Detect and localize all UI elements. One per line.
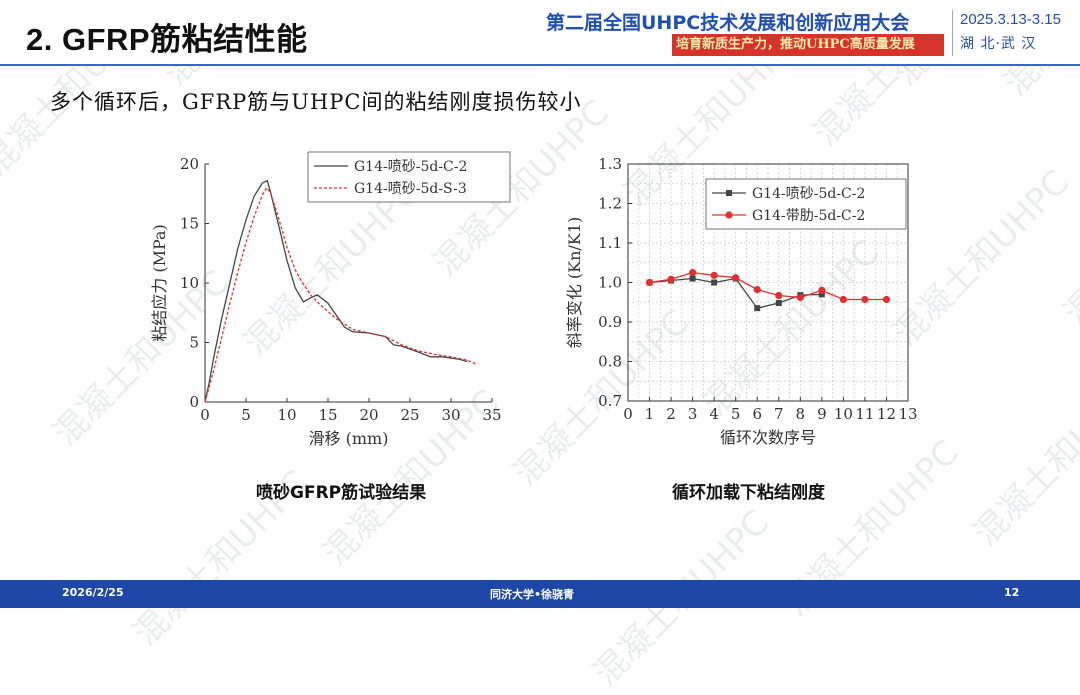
- x-tick-label: 5: [241, 406, 251, 424]
- stiffness-ratio-chart: 0 1 2 3 4 5 6 7 8 9 10 11 12 130.70.80.91.01.11.21.3循…: [565, 155, 918, 447]
- footer-author: 同济大学•徐骁青: [490, 588, 575, 601]
- legend-marker-square: [726, 190, 732, 196]
- conference-name: 第二届全国UHPC技术发展和创新应用大会: [546, 12, 910, 34]
- y-tick-label: 0.9: [598, 313, 622, 331]
- x-axis-title: 滑移 (mm): [309, 429, 389, 448]
- conference-slogan: 培育新质生产力，推动UHPC高质量发展: [672, 34, 944, 56]
- data-point-circle: [667, 275, 675, 283]
- data-point-square: [818, 291, 825, 298]
- y-tick-label: 0.7: [598, 392, 622, 410]
- data-point-circle: [753, 286, 761, 294]
- data-point-circle: [689, 269, 697, 277]
- x-tick-label: 13: [898, 405, 917, 423]
- y-axis-title: 粘结应力 (MPa): [150, 224, 169, 342]
- data-point-circle: [710, 271, 718, 279]
- x-tick-label: 20: [359, 406, 378, 424]
- y-tick-label: 15: [180, 215, 199, 233]
- slide-footer: 2026/2/25 同济大学•徐骁青 12: [0, 580, 1080, 608]
- right-chart-caption: 循环加载下粘结刚度: [672, 483, 825, 503]
- data-point-square: [689, 275, 696, 282]
- header-divider: [952, 10, 953, 56]
- data-point-square: [754, 305, 761, 312]
- x-tick-label: 15: [318, 406, 337, 424]
- bond-stress-slip-chart: 0 5 10 15 20 25 30 35 0 5 10 15 20 滑移 (mm) 粘结应力 (MPa) G…: [150, 151, 511, 448]
- y-tick-label: 20: [180, 155, 199, 173]
- legend-box: [705, 178, 907, 230]
- watermark-text: 混凝土和UHPC: [965, 362, 1080, 554]
- y-tick-label: 0: [189, 393, 199, 411]
- series-line-1: [204, 179, 468, 403]
- legend-label-1: G14-喷砂-5d-C-2: [354, 159, 467, 175]
- data-point-square: [711, 279, 718, 286]
- y-tick-label: 1.0: [598, 274, 622, 292]
- x-tick-label: 7: [774, 405, 784, 423]
- x-tick-label: 12: [877, 405, 896, 423]
- y-axis-title: 斜率变化 (Kn/K1): [565, 217, 584, 348]
- x-tick-label: 4: [709, 405, 719, 423]
- x-tick-label: 0: [623, 405, 633, 423]
- x-tick-label: 9: [817, 405, 827, 423]
- legend-box: [307, 151, 511, 203]
- y-tick-label: 5: [189, 334, 199, 352]
- data-point-circle: [839, 295, 847, 304]
- x-tick-label: 11: [855, 405, 874, 423]
- data-point-circle: [775, 291, 783, 300]
- page-title: 2. GFRP筋粘结性能: [26, 22, 308, 57]
- x-tick-label: 6: [752, 405, 762, 423]
- data-point-circle: [732, 274, 740, 282]
- slide-header: 2. GFRP筋粘结性能 第二届全国UHPC技术发展和创新应用大会 培育新质生产…: [0, 0, 1080, 66]
- data-point-circle: [645, 278, 654, 287]
- y-tick-label: 0.8: [598, 353, 622, 371]
- x-tick-label: 5: [731, 405, 741, 423]
- x-tick-label: 30: [441, 406, 460, 424]
- series-line-2: [204, 186, 476, 403]
- header-rule: [0, 64, 1080, 66]
- x-tick-label: 35: [482, 406, 501, 424]
- x-tick-label: 10: [277, 406, 296, 424]
- x-tick-label: 0: [200, 406, 210, 424]
- data-point-circle: [882, 295, 891, 304]
- page-number: 12: [1004, 586, 1020, 599]
- x-tick-label: 25: [400, 406, 419, 424]
- x-tick-label: 2: [666, 405, 676, 423]
- slide-subtitle: 多个循环后，GFRP筋与UHPC间的粘结刚度损伤较小: [50, 90, 582, 114]
- y-tick-label: 1.2: [598, 195, 622, 213]
- conference-date: 2025.3.13-3.15: [960, 11, 1061, 28]
- data-point-square: [775, 300, 782, 307]
- data-point-circle: [796, 293, 804, 302]
- legend-label-2: G14-喷砂-5d-S-3: [354, 181, 467, 197]
- y-tick-label: 10: [180, 274, 199, 292]
- x-tick-label: 1: [645, 405, 655, 423]
- left-chart-caption: 喷砂GFRP筋试验结果: [256, 483, 427, 503]
- y-tick-label: 1.3: [598, 155, 622, 173]
- footer-date: 2026/2/25: [62, 586, 124, 599]
- x-tick-label: 8: [796, 405, 806, 423]
- x-tick-label: 3: [688, 405, 698, 423]
- legend-label-2: G14-带肋-5d-C-2: [752, 208, 865, 224]
- data-point-circle: [818, 286, 826, 294]
- legend-marker-circle: [725, 211, 733, 219]
- x-axis-title: 循环次数序号: [720, 428, 816, 447]
- legend-label-1: G14-喷砂-5d-C-2: [752, 186, 865, 202]
- conference-city: 湖 北·武 汉: [960, 36, 1037, 52]
- watermark-text: 混凝土和UHPC: [1055, 142, 1080, 334]
- data-point-circle: [861, 295, 869, 304]
- x-tick-label: 10: [834, 405, 853, 423]
- y-tick-label: 1.1: [598, 234, 622, 252]
